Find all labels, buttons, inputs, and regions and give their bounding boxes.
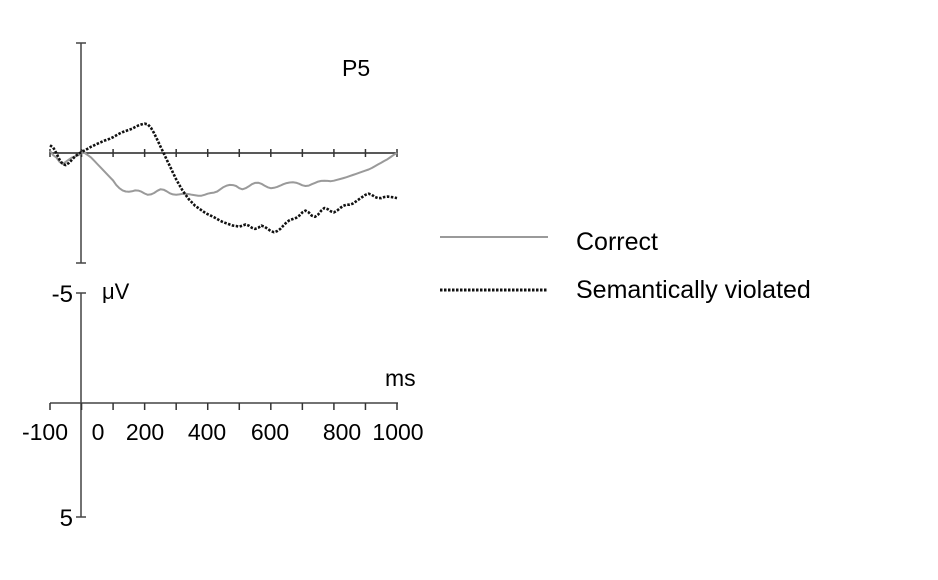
channel-label: P5 [342, 55, 370, 81]
x-tick-label: 600 [251, 419, 289, 445]
series-line-correct [49, 150, 398, 197]
x-tick-label: 0 [92, 419, 105, 445]
x-tick-label: 400 [188, 419, 226, 445]
scale-y-tick-label-top: -5 [52, 281, 73, 308]
x-axis-unit-label: ms [385, 365, 416, 391]
legend-label-semantically-violated: Semantically violated [576, 276, 811, 304]
x-tick-label: 200 [126, 419, 164, 445]
x-tick-label: 1000 [372, 419, 423, 445]
y-axis-unit-label: μV [102, 279, 130, 304]
scale-reference: -5 5 μV -100 0 200 400 600 800 1000 ms [22, 279, 424, 532]
legend: Correct Semantically violated [440, 228, 811, 304]
x-tick-label: -100 [22, 419, 68, 445]
scale-x-ticks [49, 403, 398, 410]
legend-label-correct: Correct [576, 228, 658, 256]
scale-y-tick-label-bottom: 5 [60, 505, 73, 532]
x-tick-label: 800 [323, 419, 361, 445]
series-line-semantically-violated [49, 122, 398, 234]
x-tick-labels: -100 0 200 400 600 800 1000 [22, 419, 424, 445]
waveform-panel: P5 [49, 42, 398, 264]
